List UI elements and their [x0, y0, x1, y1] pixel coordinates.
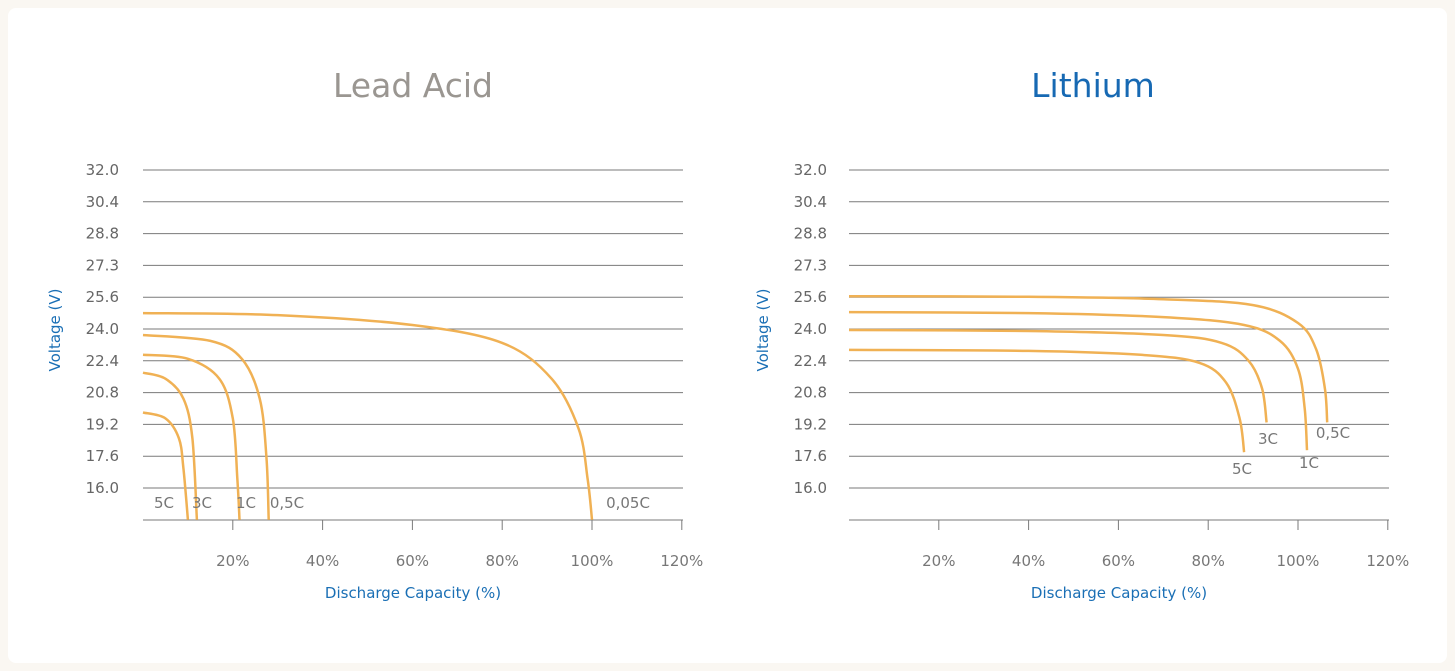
series-label-005C: 0,05C — [606, 494, 650, 512]
series-label-1C: 1C — [236, 494, 256, 512]
x-tick-label: 60% — [396, 552, 429, 570]
x-tick-label: 40% — [306, 552, 339, 570]
series-label-05C: 0,5C — [270, 494, 304, 512]
series-curve-05C — [142, 333, 270, 520]
x-tick-label: 80% — [486, 552, 519, 570]
series-label-5C: 5C — [154, 494, 174, 512]
x-axis-label: Discharge Capacity (%) — [325, 584, 501, 602]
series-label-3C: 3C — [192, 494, 212, 512]
series-curve-3C — [142, 371, 199, 520]
y-tick-label: 32.0 — [86, 161, 119, 179]
x-tick-label: 20% — [216, 552, 249, 570]
series-curve-005C — [142, 311, 594, 520]
x-tick-label: 100% — [571, 552, 614, 570]
y-tick-label: 24.0 — [86, 320, 119, 338]
lead-acid-title: Lead Acid — [332, 66, 494, 105]
y-tick-label: 25.6 — [86, 288, 119, 306]
y-tick-label: 22.4 — [86, 352, 119, 370]
y-tick-label: 28.8 — [86, 225, 119, 243]
series-curve-1C — [142, 353, 241, 520]
y-tick-label: 19.2 — [86, 415, 119, 433]
y-tick-label: 20.8 — [86, 384, 119, 402]
y-tick-label: 30.4 — [86, 193, 119, 211]
y-tick-label: 17.6 — [86, 447, 119, 465]
y-axis-label: Voltage (V) — [46, 289, 64, 372]
series-curve-5C — [142, 411, 190, 520]
x-tick-label: 120% — [660, 552, 703, 570]
y-tick-label: 27.3 — [86, 256, 119, 274]
y-tick-label: 16.0 — [86, 479, 119, 497]
lithium-title: Lithium — [1031, 66, 1155, 105]
